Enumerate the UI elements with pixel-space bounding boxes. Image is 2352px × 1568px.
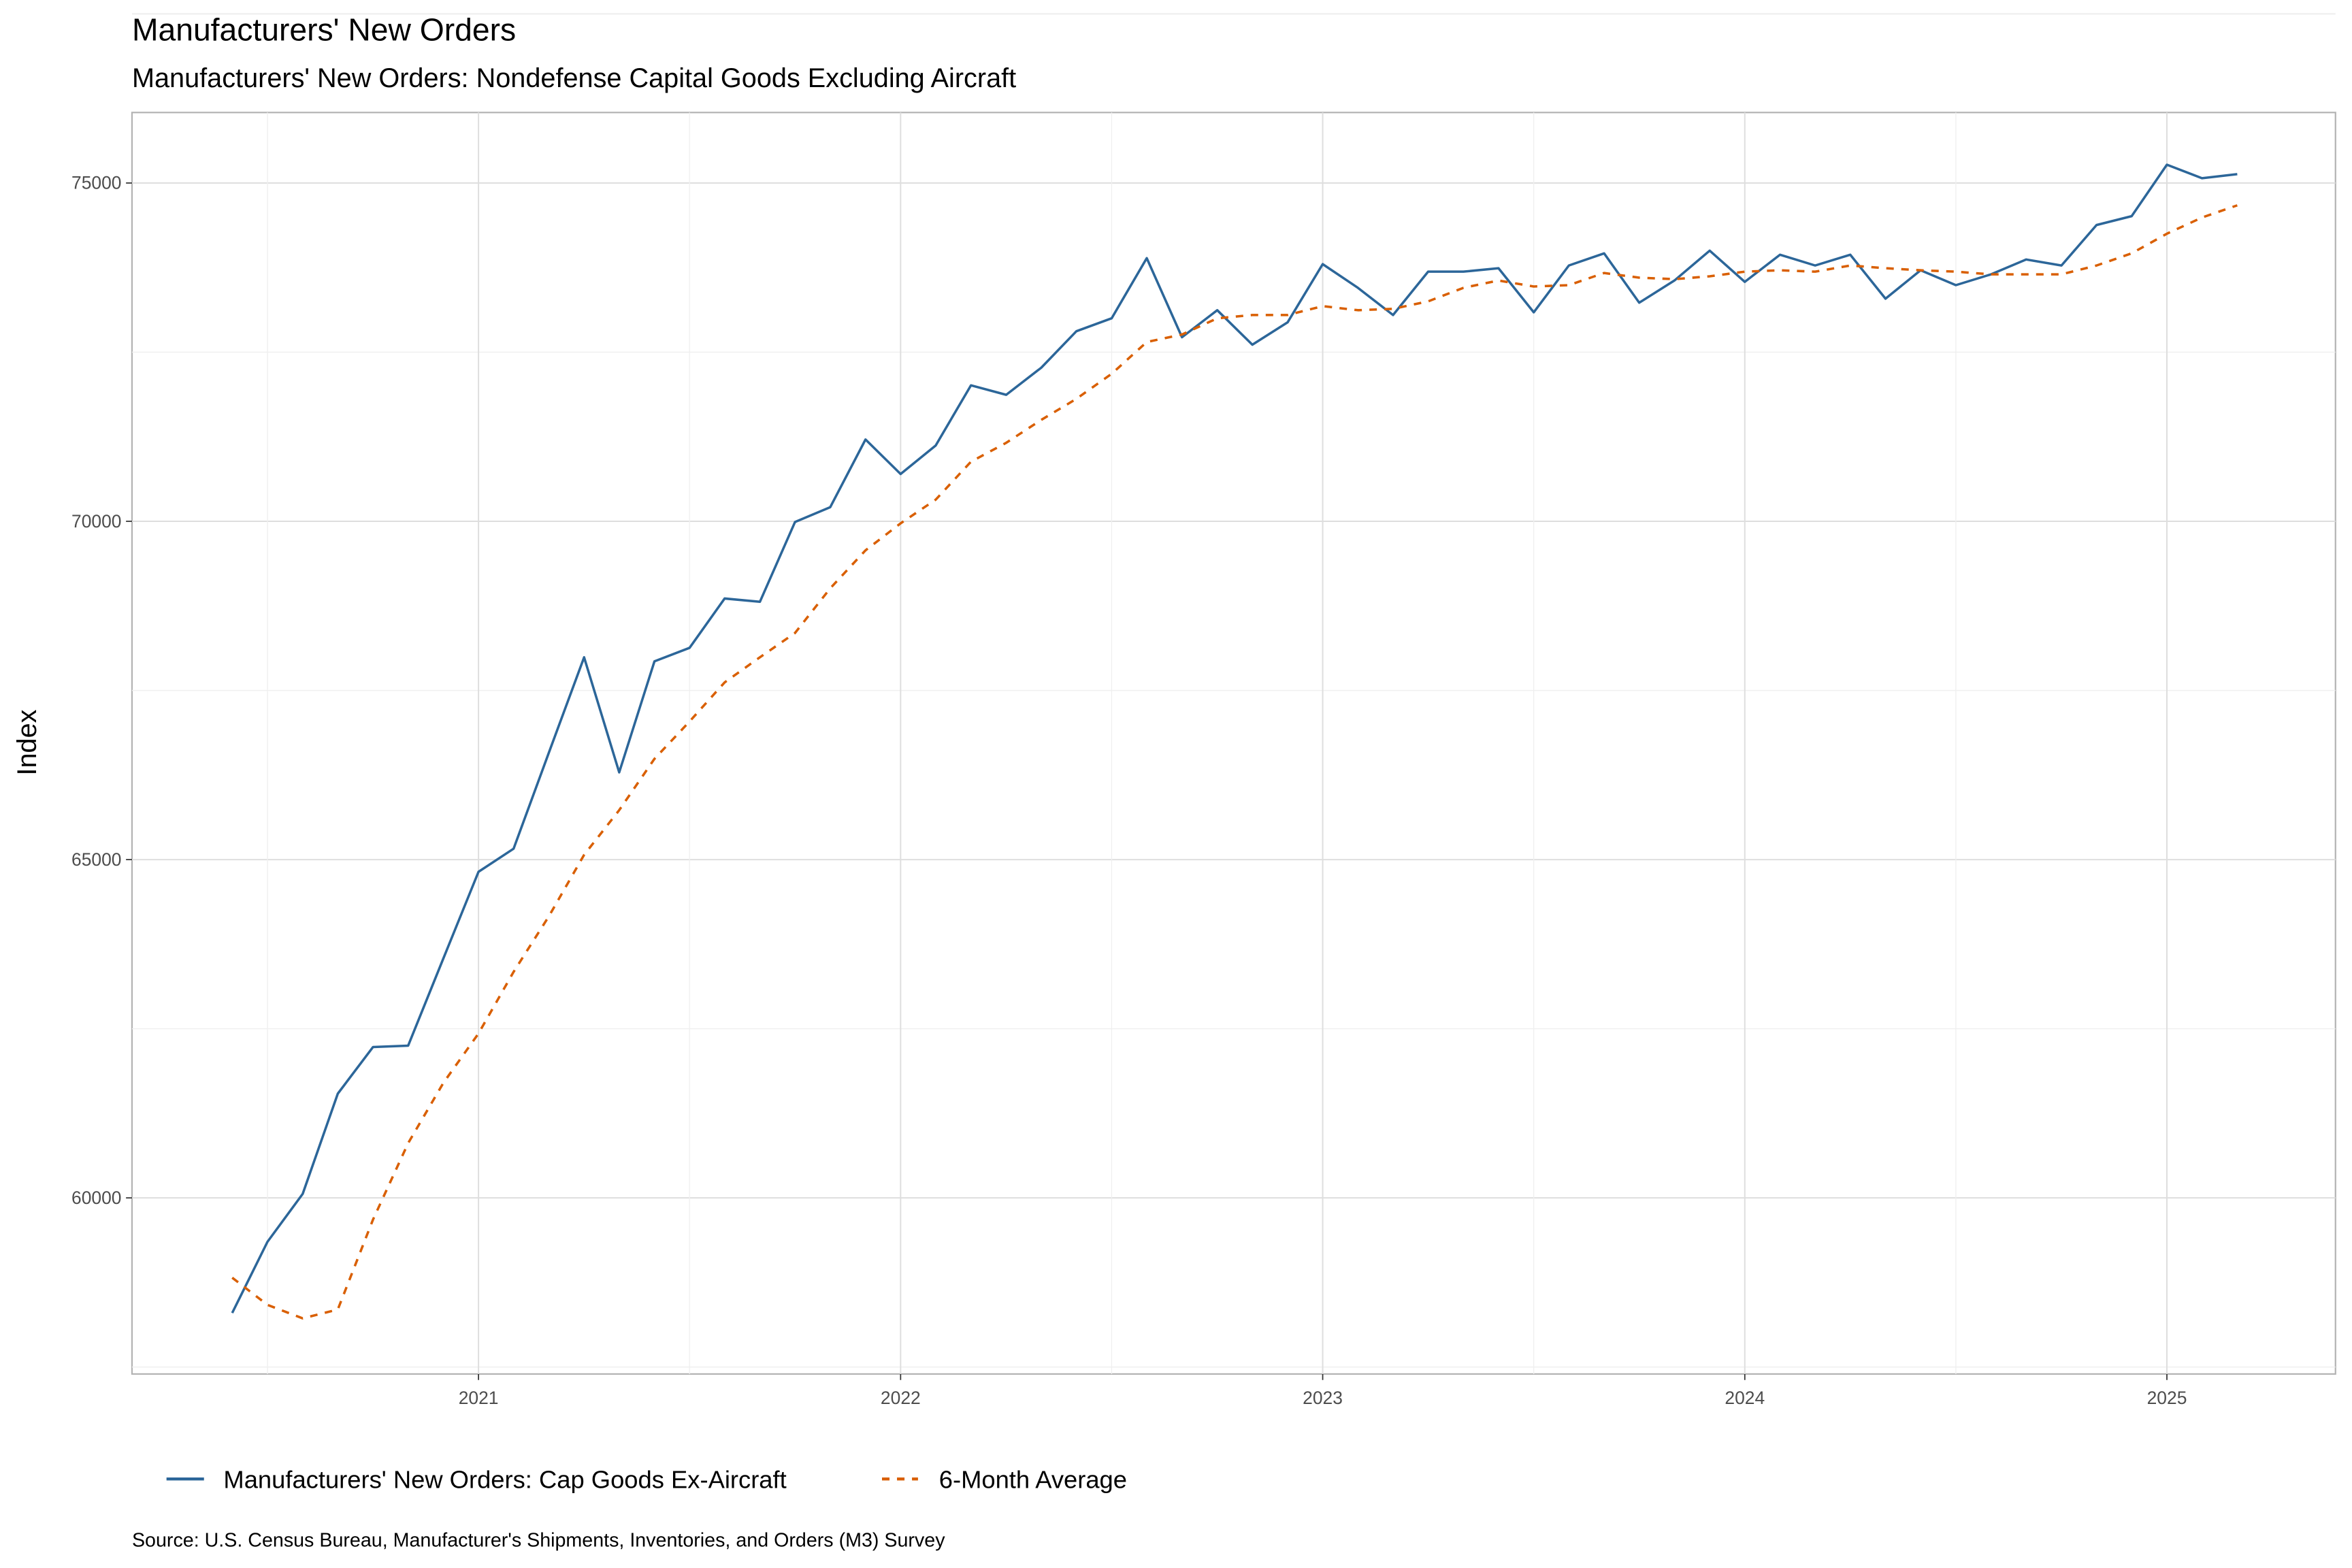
y-axis-label: Index bbox=[12, 709, 42, 775]
x-tick-label: 2023 bbox=[1303, 1388, 1343, 1408]
x-tick-label: 2025 bbox=[2147, 1388, 2187, 1408]
legend-label-orders: Manufacturers' New Orders: Cap Goods Ex-… bbox=[223, 1465, 786, 1493]
y-tick-label: 60000 bbox=[71, 1188, 122, 1208]
x-tick-label: 2022 bbox=[881, 1388, 921, 1408]
new-orders-line bbox=[231, 163, 2238, 1314]
series-lines bbox=[231, 163, 2238, 1320]
y-tick-label: 75000 bbox=[71, 173, 122, 193]
legend: Manufacturers' New Orders: Cap Goods Ex-… bbox=[166, 1465, 1127, 1493]
x-tick-label: 2021 bbox=[459, 1388, 499, 1408]
y-tick-label: 65000 bbox=[71, 849, 122, 870]
gridlines bbox=[131, 13, 2336, 1374]
x-tick-label: 2024 bbox=[1725, 1388, 1765, 1408]
chart-subtitle: Manufacturers' New Orders: Nondefense Ca… bbox=[132, 63, 1016, 93]
x-axis: 2021 2022 2023 2024 2025 bbox=[459, 1373, 2187, 1408]
y-axis: 60000 65000 70000 75000 bbox=[71, 173, 132, 1208]
legend-label-average: 6-Month Average bbox=[939, 1465, 1127, 1493]
six-month-average-line bbox=[231, 204, 2238, 1320]
y-tick-label: 70000 bbox=[71, 511, 122, 532]
chart-title: Manufacturers' New Orders bbox=[132, 12, 516, 48]
plot-panel bbox=[131, 112, 2336, 1375]
chart-caption: Source: U.S. Census Bureau, Manufacturer… bbox=[132, 1529, 945, 1551]
